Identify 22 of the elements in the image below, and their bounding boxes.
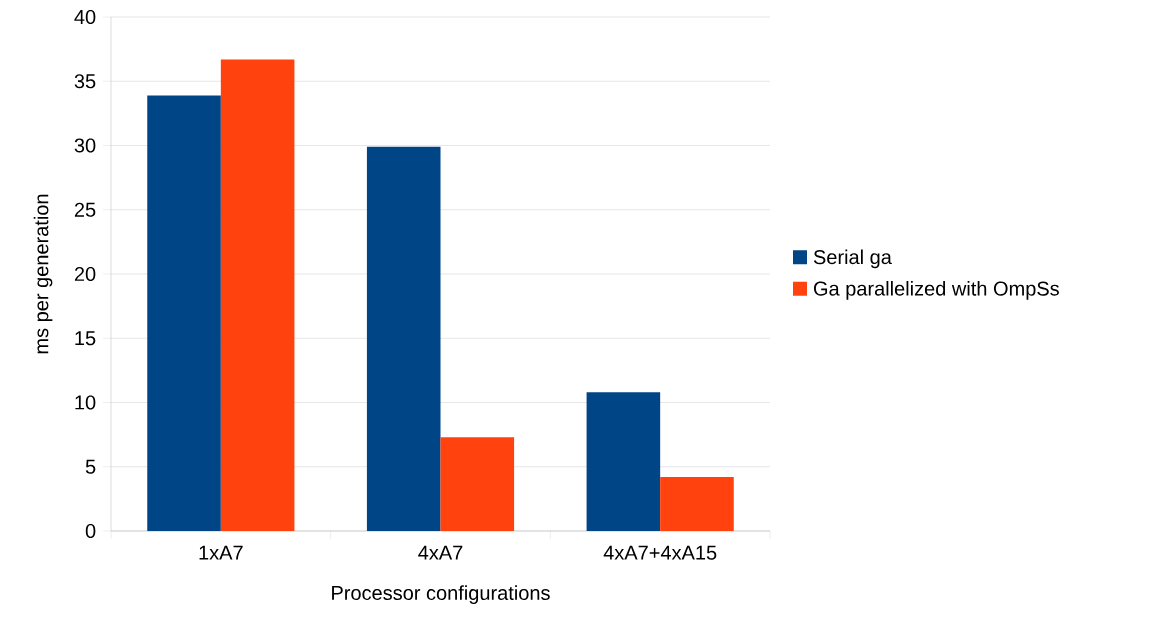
x-tick-label: 4xA7+4xA15 — [603, 545, 717, 560]
bar — [440, 437, 515, 531]
bar — [366, 146, 441, 531]
y-tick-label: 15 — [75, 331, 96, 346]
x-tick-label: 4xA7 — [418, 545, 463, 560]
y-tick-label: 30 — [74, 138, 96, 153]
y-tick-label: 35 — [74, 74, 96, 89]
y-tick-label: 10 — [75, 395, 96, 410]
y-tick-label: 20 — [74, 266, 96, 282]
y-tick-label: 5 — [85, 459, 96, 474]
legend-label: Ga parallelized with OmpSs — [813, 280, 1059, 300]
legend-label: Serial ga — [813, 249, 892, 269]
bar — [147, 95, 221, 531]
x-axis-title: Processor configurations — [332, 585, 550, 604]
bar — [660, 477, 734, 531]
y-axis-title: ms per generation — [33, 194, 53, 354]
y-tick-label: 25 — [74, 202, 96, 217]
bar — [220, 59, 295, 531]
x-tick-label: 1xA7 — [199, 545, 243, 560]
y-tick-label: 0 — [85, 523, 96, 539]
bar — [586, 392, 661, 531]
y-tick-label: 40 — [74, 9, 96, 25]
